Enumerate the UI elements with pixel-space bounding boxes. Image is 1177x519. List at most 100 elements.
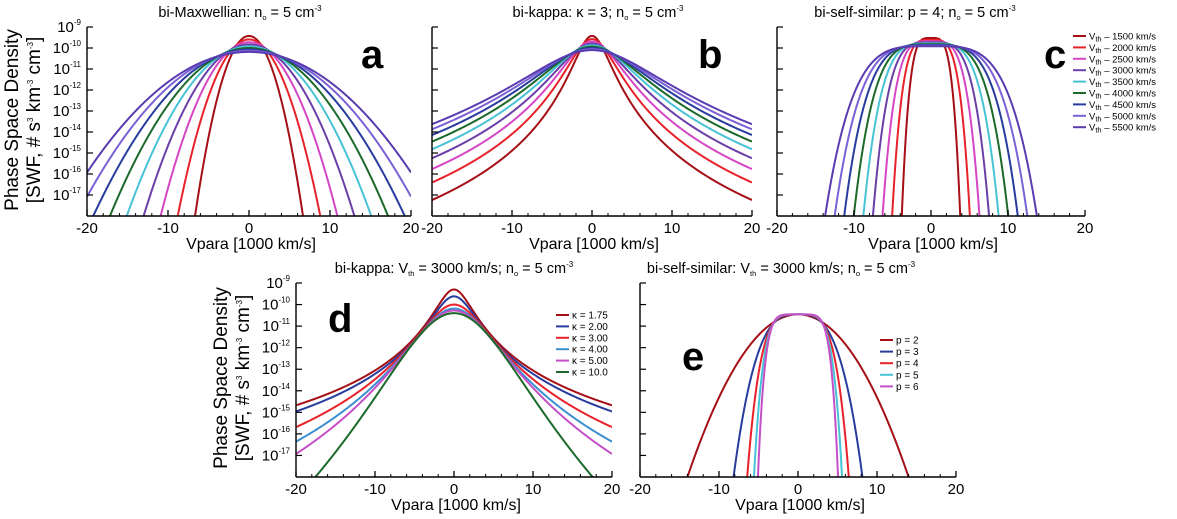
legend-label: Vth – 4500 km/s [1089, 100, 1156, 112]
series-line [296, 295, 612, 413]
y-tick-label: 10-17 [262, 446, 291, 464]
panel-letter: a [361, 33, 384, 77]
series-line [881, 40, 981, 216]
y-tick-label: 10-15 [262, 403, 291, 421]
y-tick-label: 10-10 [262, 296, 291, 314]
series-line [87, 49, 411, 198]
legend-label: Vth – 2500 km/s [1089, 54, 1156, 66]
y-axis-label-top: Phase Space Density [SWF, # s3 km-3 cm-3] [2, 29, 45, 211]
x-tick-label: 10 [322, 220, 339, 237]
y-tick-label: 10-16 [262, 425, 291, 443]
y-axis-label-line1: Phase Space Density [211, 287, 232, 469]
x-tick-label: -20 [766, 220, 788, 237]
legend-label: Vth – 3500 km/s [1089, 77, 1156, 89]
panel-letter: c [1044, 33, 1066, 77]
series-line [87, 50, 411, 174]
x-tick-label: -20 [421, 220, 443, 237]
panel-title: bi-kappa: κ = 3; no = 5 cm-3 [513, 4, 684, 22]
x-axis-label: Vpara [1000 km/s] [391, 497, 521, 514]
panel-c: -20 -10 0 10 20 c bi-self-similar: p = 4; no =… [766, 4, 1156, 253]
y-tick-label: 10-17 [53, 186, 82, 204]
series-line [176, 38, 322, 216]
y-tick-label: 10-11 [262, 317, 290, 335]
x-tick-label: 10 [664, 220, 681, 237]
y-tick-label: 10-14 [53, 123, 82, 141]
y-tick-label: 10-12 [53, 81, 82, 99]
series-line [852, 43, 1010, 216]
x-tick-label: -10 [708, 481, 730, 498]
series-line [432, 46, 752, 136]
x-tick-label: -20 [76, 220, 98, 237]
panel-e: -20 -10 0 10 20 e bi-self-similar: Vth = 3000 … [629, 260, 964, 514]
series-line [296, 307, 612, 443]
legend-label: p = 2 [896, 336, 919, 347]
series-line [843, 43, 1019, 216]
y-tick-label: 10-13 [53, 102, 82, 120]
series-line [871, 41, 991, 216]
panel-a: -20 -10 0 10 20 10-9 10-10 10-11 10-12 10-13 10-14… [53, 4, 420, 253]
x-tick-label: 20 [604, 481, 621, 498]
series-line [900, 36, 962, 216]
legend-label: p = 6 [896, 382, 919, 393]
y-tick-label: 10-10 [53, 39, 82, 57]
legend-label: κ = 4.00 [572, 345, 608, 356]
panel-title: bi-kappa: Vth = 3000 km/s; no = 5 cm-3 [335, 260, 574, 278]
x-tick-label: -10 [157, 220, 179, 237]
legend-label: κ = 10.0 [572, 368, 608, 379]
x-tick-label: 10 [1000, 220, 1017, 237]
y-axis-label-line2: [SWF, # s3 km-3 cm-3] [24, 37, 45, 204]
x-axis-label: Vpara [1000 km/s] [186, 236, 316, 253]
x-tick-label: 0 [245, 220, 253, 237]
legend-label: p = 3 [896, 347, 919, 358]
panel-letter: d [328, 297, 352, 341]
curves [686, 313, 910, 477]
series-line [432, 44, 752, 151]
y-axis-label-bottom: Phase Space Density [SWF, # s3 km-3 cm-3] [211, 287, 254, 469]
x-tick-label: 20 [744, 220, 761, 237]
y-tick-label: 10-13 [262, 360, 291, 378]
legend-label: p = 4 [896, 359, 919, 370]
x-tick-label: 0 [450, 481, 458, 498]
x-tick-label: 0 [588, 220, 596, 237]
y-tick-label: 10-16 [53, 165, 82, 183]
axes [776, 27, 1085, 217]
series-line [296, 288, 612, 407]
y-axis-label-line1: Phase Space Density [2, 29, 23, 211]
x-tick-label: -10 [501, 220, 523, 237]
curves [432, 34, 752, 201]
panel-title: bi-Maxwellian: no = 5 cm-3 [158, 4, 322, 22]
series-line [92, 48, 406, 216]
legend-label: Vth – 5500 km/s [1089, 123, 1156, 135]
y-tick-label: 10-12 [262, 339, 291, 357]
legend-label: p = 5 [896, 370, 919, 381]
series-line [756, 313, 840, 477]
x-tick-label: 0 [927, 220, 935, 237]
series-line [432, 34, 752, 201]
series-line [824, 45, 1038, 216]
x-tick-label: 0 [794, 481, 802, 498]
legend-label: Vth – 2000 km/s [1089, 43, 1156, 55]
x-tick-label: -10 [364, 481, 386, 498]
curves [824, 36, 1038, 216]
x-axis-label: Vpara [1000 km/s] [735, 497, 865, 514]
series-line [432, 45, 752, 143]
panel-title: bi-self-similar: p = 4; no = 5 cm-3 [814, 4, 1016, 22]
x-tick-label: -20 [285, 481, 307, 498]
y-tick-label: 10-9 [57, 18, 81, 36]
series-line [296, 309, 612, 455]
legend: κ = 1.75κ = 2.00κ = 3.00κ = 4.00κ = 5.00… [556, 311, 608, 379]
series-line [314, 312, 594, 477]
series-line [125, 45, 373, 216]
series-line [159, 41, 339, 216]
panel-d: -20 -10 0 10 20 10-9 10-10 10-11 10-12 10-13 10-14… [262, 260, 621, 514]
y-tick-label: 10-11 [53, 60, 81, 78]
legend-label: κ = 1.75 [572, 311, 608, 322]
legend-label: Vth – 3000 km/s [1089, 66, 1156, 78]
x-tick-label: -20 [629, 481, 651, 498]
panel-letter: e [682, 335, 704, 379]
y-axis-label-line2: [SWF, # s3 km-3 cm-3] [233, 295, 254, 462]
x-tick-label: 10 [869, 481, 886, 498]
x-tick-label: 10 [525, 481, 542, 498]
